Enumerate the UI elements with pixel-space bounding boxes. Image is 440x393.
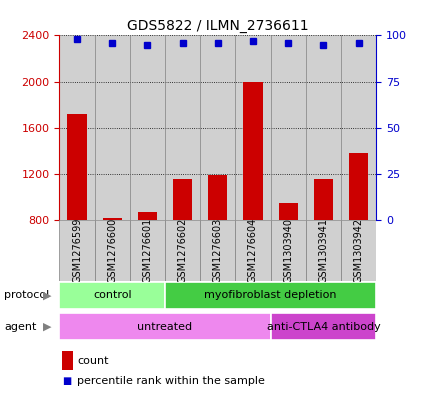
Text: GSM1276600: GSM1276600 <box>107 218 117 283</box>
Text: percentile rank within the sample: percentile rank within the sample <box>77 376 265 386</box>
Bar <box>103 218 122 220</box>
Bar <box>271 313 376 340</box>
Text: ■: ■ <box>62 376 72 386</box>
Bar <box>200 220 235 281</box>
Bar <box>208 175 227 220</box>
Bar <box>165 220 200 281</box>
Bar <box>341 220 376 281</box>
Bar <box>59 220 95 281</box>
Text: GSM1303940: GSM1303940 <box>283 218 293 283</box>
Text: GSM1303942: GSM1303942 <box>354 218 363 283</box>
Bar <box>243 82 263 220</box>
Bar <box>314 178 333 220</box>
Text: ▶: ▶ <box>43 290 52 300</box>
Text: agent: agent <box>4 321 37 332</box>
Text: untreated: untreated <box>137 321 193 332</box>
Bar <box>59 282 165 309</box>
Text: protocol: protocol <box>4 290 50 300</box>
Bar <box>271 220 306 281</box>
Text: GSM1276604: GSM1276604 <box>248 218 258 283</box>
Text: GSM1303941: GSM1303941 <box>319 218 328 283</box>
Bar <box>235 220 271 281</box>
Text: GSM1276599: GSM1276599 <box>72 218 82 283</box>
Bar <box>95 220 130 281</box>
Bar <box>130 220 165 281</box>
Text: GSM1276602: GSM1276602 <box>178 218 187 283</box>
Bar <box>306 220 341 281</box>
Text: anti-CTLA4 antibody: anti-CTLA4 antibody <box>267 321 380 332</box>
Bar <box>67 114 87 220</box>
Text: GSM1276601: GSM1276601 <box>143 218 152 283</box>
Bar <box>165 282 376 309</box>
Bar <box>279 203 298 220</box>
Bar <box>173 178 192 220</box>
Title: GDS5822 / ILMN_2736611: GDS5822 / ILMN_2736611 <box>127 19 308 33</box>
Text: GSM1276603: GSM1276603 <box>213 218 223 283</box>
Bar <box>59 313 271 340</box>
Text: control: control <box>93 290 132 300</box>
Bar <box>138 212 157 220</box>
Bar <box>349 153 368 220</box>
Text: count: count <box>77 356 109 366</box>
Text: myofibroblast depletion: myofibroblast depletion <box>204 290 337 300</box>
Text: ▶: ▶ <box>43 321 52 332</box>
